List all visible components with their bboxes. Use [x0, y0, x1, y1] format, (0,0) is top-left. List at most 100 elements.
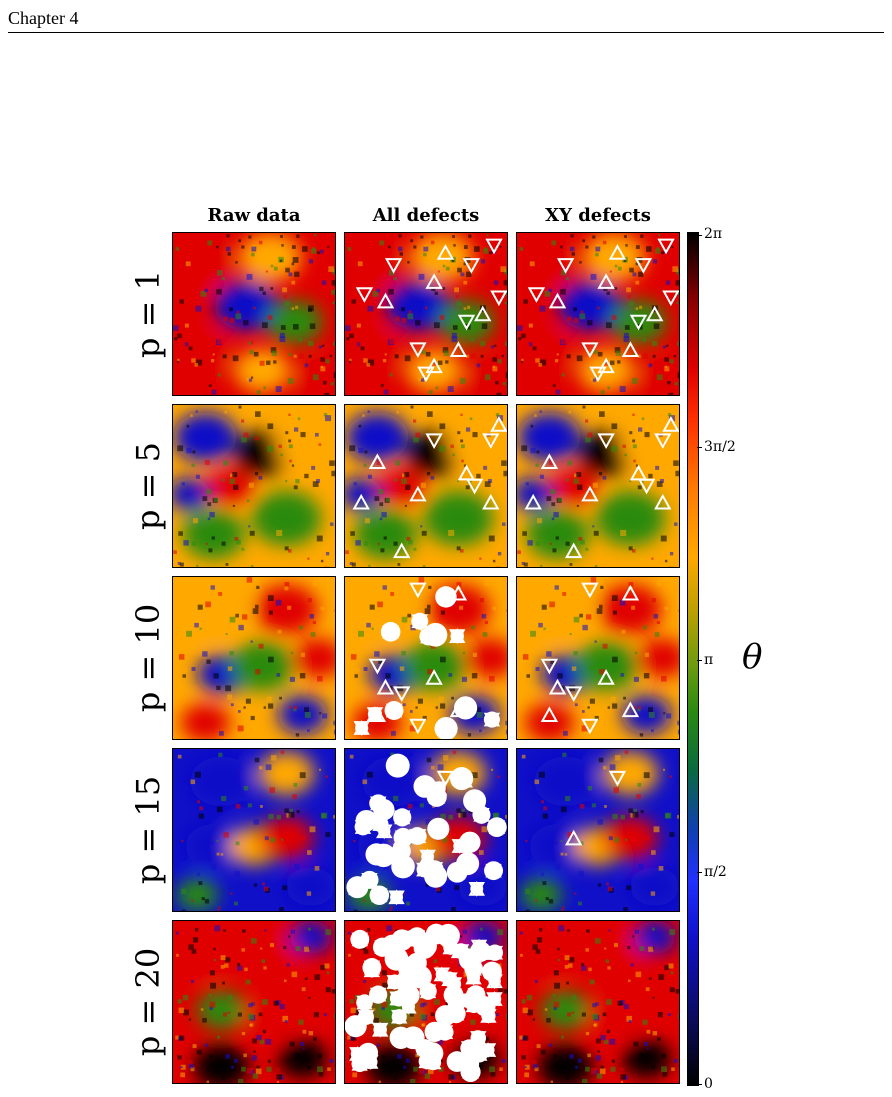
noise-speck	[327, 389, 330, 392]
noise-speck	[673, 1058, 678, 1063]
phase-field	[173, 233, 335, 395]
noise-speck	[582, 405, 586, 409]
noise-speck	[557, 947, 560, 951]
noise-speck	[633, 1041, 639, 1047]
noise-speck	[536, 518, 543, 524]
defect-marker-down	[394, 830, 412, 846]
noise-speck	[421, 349, 426, 355]
noise-speck	[490, 768, 494, 771]
defect-marker-up	[352, 493, 370, 510]
phase-domain	[173, 237, 233, 293]
noise-speck	[652, 340, 658, 347]
noise-speck	[457, 431, 461, 435]
noise-speck	[393, 541, 398, 546]
noise-speck	[246, 273, 253, 280]
noise-speck	[676, 301, 679, 305]
noise-speck	[347, 863, 351, 868]
defect-marker-down	[355, 287, 374, 303]
noise-speck	[540, 800, 544, 804]
noise-speck	[575, 1065, 579, 1069]
defect-cluster	[424, 864, 448, 888]
noise-speck	[192, 518, 199, 524]
defect-marker-down	[456, 773, 473, 789]
noise-speck	[370, 383, 375, 388]
noise-speck	[206, 1080, 210, 1083]
noise-speck	[401, 307, 405, 312]
noise-speck	[211, 242, 218, 248]
noise-speck	[571, 995, 577, 1001]
noise-speck	[480, 354, 484, 358]
noise-speck	[208, 548, 213, 553]
noise-speck	[227, 1011, 231, 1014]
noise-speck	[398, 234, 402, 238]
noise-speck	[233, 484, 239, 491]
noise-speck	[277, 629, 282, 634]
noise-speck	[624, 453, 627, 457]
noise-speck	[623, 259, 627, 263]
noise-speck	[453, 244, 456, 247]
noise-speck	[592, 525, 595, 528]
defect-marker-down	[376, 824, 393, 840]
noise-speck	[592, 482, 598, 488]
noise-speck	[521, 358, 524, 362]
noise-speck	[269, 942, 275, 948]
defect-marker-up	[409, 485, 427, 502]
noise-speck	[579, 539, 585, 545]
noise-speck	[520, 360, 524, 364]
noise-speck	[481, 614, 487, 619]
noise-speck	[590, 577, 597, 583]
noise-speck	[421, 1023, 424, 1027]
noise-speck	[200, 1008, 204, 1011]
panel-raw-row1	[172, 232, 336, 396]
noise-speck	[597, 306, 600, 310]
noise-speck	[632, 439, 636, 443]
noise-speck	[476, 711, 483, 718]
noise-speck	[658, 865, 664, 871]
noise-speck	[528, 253, 533, 258]
noise-speck	[402, 473, 406, 478]
defect-marker-up	[425, 273, 443, 289]
noise-speck	[267, 445, 274, 452]
noise-speck	[284, 301, 290, 307]
noise-speck	[251, 1002, 255, 1006]
noise-speck	[585, 547, 589, 551]
noise-speck	[643, 673, 650, 679]
defect-marker-up	[565, 829, 583, 846]
noise-speck	[191, 358, 196, 363]
noise-speck	[388, 270, 395, 276]
noise-speck	[314, 974, 321, 981]
phase-field	[517, 749, 679, 911]
noise-speck	[566, 354, 571, 359]
noise-speck	[350, 1007, 357, 1014]
defect-marker-up	[654, 493, 672, 510]
defect-marker-down	[356, 995, 373, 1011]
noise-speck	[562, 592, 567, 596]
noise-speck	[196, 1049, 202, 1055]
noise-speck	[363, 541, 369, 546]
noise-speck	[653, 614, 659, 619]
noise-speck	[431, 360, 437, 366]
noise-speck	[202, 1017, 207, 1023]
noise-speck	[585, 1031, 590, 1036]
noise-speck	[218, 752, 223, 757]
noise-speck	[304, 711, 311, 718]
noise-speck	[276, 529, 283, 536]
noise-speck	[245, 665, 251, 671]
noise-speck	[517, 325, 523, 331]
phase-domain	[274, 423, 331, 468]
noise-speck	[299, 1041, 305, 1046]
phase-domain	[254, 584, 318, 635]
noise-speck	[259, 360, 265, 366]
noise-speck	[234, 901, 238, 906]
noise-speck	[258, 1012, 263, 1017]
noise-speck	[532, 1063, 538, 1069]
noise-speck	[648, 473, 653, 479]
noise-speck	[471, 673, 478, 679]
noise-speck	[308, 354, 312, 358]
defect-cluster	[484, 861, 504, 881]
noise-speck	[666, 713, 672, 719]
noise-speck	[188, 346, 193, 351]
noise-speck	[177, 333, 182, 339]
noise-speck	[299, 772, 306, 779]
noise-speck	[327, 254, 332, 259]
